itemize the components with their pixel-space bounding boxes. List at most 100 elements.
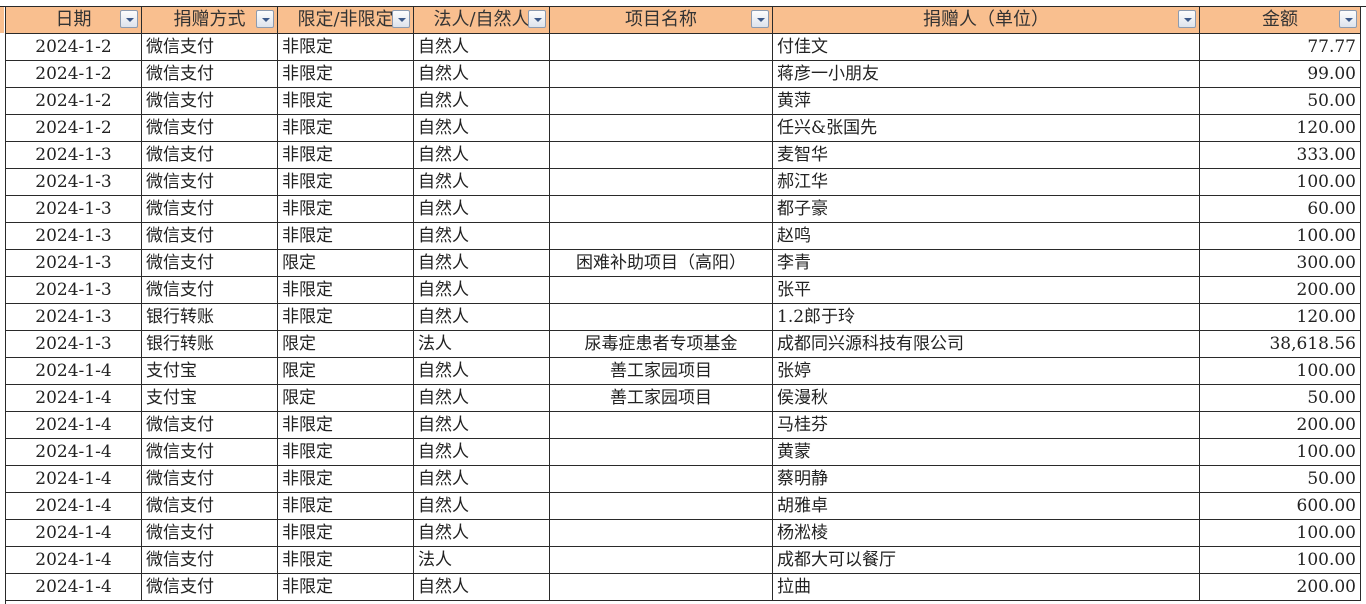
cell-method[interactable]: 微信支付 [141, 141, 278, 169]
cell-method[interactable]: 微信支付 [141, 114, 278, 142]
cell-date[interactable]: 2024-1-2 [5, 60, 142, 88]
cell-amount[interactable]: 200.00 [1199, 411, 1361, 439]
cell-donor-type[interactable]: 法人 [413, 330, 550, 358]
cell-date[interactable]: 2024-1-4 [5, 492, 142, 520]
cell-restriction[interactable]: 非限定 [277, 465, 414, 493]
cell-project[interactable]: 善工家园项目 [549, 357, 773, 385]
cell-date[interactable]: 2024-1-2 [5, 33, 142, 61]
cell-date[interactable]: 2024-1-2 [5, 114, 142, 142]
cell-donor-type[interactable]: 自然人 [413, 114, 550, 142]
filter-dropdown-icon[interactable] [1339, 10, 1357, 28]
cell-amount[interactable]: 120.00 [1199, 303, 1361, 331]
cell-method[interactable]: 支付宝 [141, 357, 278, 385]
cell-project[interactable] [549, 573, 773, 601]
cell-project[interactable] [549, 87, 773, 115]
cell-amount[interactable]: 50.00 [1199, 87, 1361, 115]
cell-method[interactable]: 微信支付 [141, 546, 278, 574]
cell-donor-type[interactable]: 自然人 [413, 222, 550, 250]
cell-restriction[interactable]: 非限定 [277, 114, 414, 142]
cell-amount[interactable]: 60.00 [1199, 195, 1361, 223]
cell-date[interactable]: 2024-1-3 [5, 222, 142, 250]
cell-date[interactable]: 2024-1-4 [5, 411, 142, 439]
cell-restriction[interactable]: 非限定 [277, 195, 414, 223]
cell-donor[interactable]: 1.2郎于玲 [772, 303, 1200, 331]
cell-donor[interactable]: 麦智华 [772, 141, 1200, 169]
cell-project[interactable] [549, 195, 773, 223]
cell-restriction[interactable]: 限定 [277, 357, 414, 385]
filter-dropdown-icon[interactable] [256, 10, 274, 28]
cell-project[interactable] [549, 222, 773, 250]
cell-donor-type[interactable]: 法人 [413, 546, 550, 574]
cell-amount[interactable]: 120.00 [1199, 114, 1361, 142]
cell-donor-type[interactable]: 自然人 [413, 411, 550, 439]
cell-project[interactable] [549, 33, 773, 61]
cell-donor-type[interactable]: 自然人 [413, 438, 550, 466]
cell-donor-type[interactable]: 自然人 [413, 492, 550, 520]
cell-amount[interactable]: 100.00 [1199, 438, 1361, 466]
cell-project[interactable] [549, 276, 773, 304]
cell-donor[interactable]: 郝江华 [772, 168, 1200, 196]
cell-method[interactable]: 微信支付 [141, 60, 278, 88]
cell-project[interactable]: 善工家园项目 [549, 384, 773, 412]
cell-donor-type[interactable]: 自然人 [413, 195, 550, 223]
cell-donor[interactable]: 张平 [772, 276, 1200, 304]
cell-amount[interactable]: 50.00 [1199, 384, 1361, 412]
filter-dropdown-icon[interactable] [1178, 10, 1196, 28]
cell-restriction[interactable]: 限定 [277, 249, 414, 277]
cell-amount[interactable]: 50.00 [1199, 465, 1361, 493]
cell-amount[interactable]: 100.00 [1199, 222, 1361, 250]
cell-method[interactable]: 微信支付 [141, 492, 278, 520]
cell-donor[interactable]: 侯漫秋 [772, 384, 1200, 412]
cell-date[interactable]: 2024-1-3 [5, 330, 142, 358]
cell-date[interactable]: 2024-1-4 [5, 357, 142, 385]
cell-restriction[interactable]: 非限定 [277, 411, 414, 439]
cell-project[interactable]: 尿毒症患者专项基金 [549, 330, 773, 358]
cell-amount[interactable]: 99.00 [1199, 60, 1361, 88]
cell-project[interactable] [549, 303, 773, 331]
cell-method[interactable]: 微信支付 [141, 276, 278, 304]
cell-project[interactable] [549, 465, 773, 493]
cell-method[interactable]: 微信支付 [141, 33, 278, 61]
filter-dropdown-icon[interactable] [120, 10, 138, 28]
cell-donor-type[interactable]: 自然人 [413, 303, 550, 331]
cell-restriction[interactable]: 非限定 [277, 87, 414, 115]
cell-restriction[interactable]: 非限定 [277, 303, 414, 331]
cell-method[interactable]: 微信支付 [141, 411, 278, 439]
cell-method[interactable]: 微信支付 [141, 195, 278, 223]
cell-amount[interactable]: 77.77 [1199, 33, 1361, 61]
cell-method[interactable]: 微信支付 [141, 87, 278, 115]
cell-restriction[interactable]: 非限定 [277, 33, 414, 61]
cell-donor[interactable]: 蔡明静 [772, 465, 1200, 493]
cell-method[interactable]: 微信支付 [141, 168, 278, 196]
cell-date[interactable]: 2024-1-3 [5, 168, 142, 196]
cell-method[interactable]: 微信支付 [141, 249, 278, 277]
cell-donor[interactable]: 杨淞棱 [772, 519, 1200, 547]
cell-date[interactable]: 2024-1-4 [5, 546, 142, 574]
cell-donor[interactable]: 蒋彦一小朋友 [772, 60, 1200, 88]
filter-dropdown-icon[interactable] [528, 10, 546, 28]
cell-date[interactable]: 2024-1-4 [5, 519, 142, 547]
cell-donor[interactable]: 赵鸣 [772, 222, 1200, 250]
cell-date[interactable]: 2024-1-3 [5, 249, 142, 277]
cell-restriction[interactable]: 非限定 [277, 438, 414, 466]
cell-restriction[interactable]: 非限定 [277, 60, 414, 88]
cell-restriction[interactable]: 限定 [277, 330, 414, 358]
cell-restriction[interactable]: 非限定 [277, 222, 414, 250]
cell-method[interactable]: 银行转账 [141, 330, 278, 358]
cell-restriction[interactable]: 非限定 [277, 141, 414, 169]
cell-donor-type[interactable]: 自然人 [413, 384, 550, 412]
cell-donor-type[interactable]: 自然人 [413, 249, 550, 277]
cell-method[interactable]: 微信支付 [141, 222, 278, 250]
cell-restriction[interactable]: 非限定 [277, 276, 414, 304]
cell-date[interactable]: 2024-1-2 [5, 87, 142, 115]
cell-date[interactable]: 2024-1-3 [5, 303, 142, 331]
cell-project[interactable] [549, 411, 773, 439]
cell-amount[interactable]: 100.00 [1199, 357, 1361, 385]
cell-donor[interactable]: 都子豪 [772, 195, 1200, 223]
cell-amount[interactable]: 100.00 [1199, 168, 1361, 196]
cell-restriction[interactable]: 非限定 [277, 519, 414, 547]
cell-donor[interactable]: 任兴&张国先 [772, 114, 1200, 142]
cell-method[interactable]: 微信支付 [141, 465, 278, 493]
cell-method[interactable]: 微信支付 [141, 573, 278, 601]
cell-donor-type[interactable]: 自然人 [413, 276, 550, 304]
